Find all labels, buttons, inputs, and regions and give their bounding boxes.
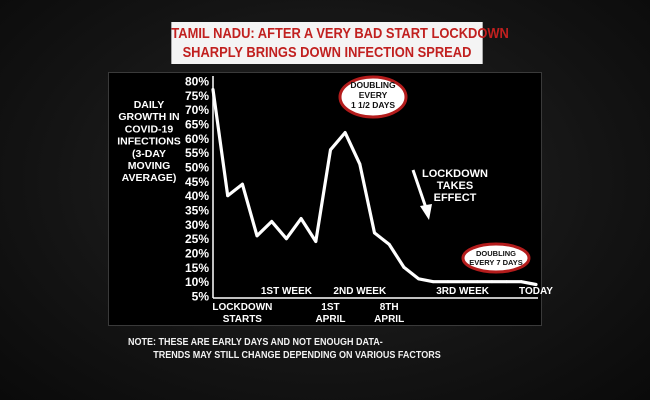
title-line-2: SHARPLY BRINGS DOWN INFECTION SPREAD xyxy=(182,44,472,61)
y-tick-label: 35% xyxy=(185,204,209,218)
lockdown-arrow-shaft xyxy=(411,169,428,209)
data-point xyxy=(402,265,406,269)
x-tick-label: 1ST WEEK xyxy=(261,286,313,297)
badge-text: DOUBLING xyxy=(476,249,516,258)
data-point xyxy=(519,280,523,284)
lockdown-note-text: LOCKDOWN xyxy=(422,168,488,180)
title-line-1: TAMIL NADU: AFTER A VERY BAD START LOCKD… xyxy=(171,25,509,42)
series-line xyxy=(211,87,538,287)
y-tick-label: 10% xyxy=(185,275,209,289)
data-point xyxy=(358,162,362,166)
x-tick-label: APRIL xyxy=(374,314,404,325)
data-point xyxy=(270,220,274,223)
y-tick-label: 40% xyxy=(185,189,209,203)
y-axis-label-line: AVERAGE) xyxy=(122,172,177,184)
data-point xyxy=(475,280,479,284)
data-point xyxy=(226,194,230,198)
footnote-line-1: NOTE: THESE ARE EARLY DAYS AND NOT ENOUG… xyxy=(128,337,383,348)
y-tick-label: 75% xyxy=(185,89,209,103)
lockdown-arrow-head xyxy=(420,204,432,220)
badge-text: EVERY 7 DAYS xyxy=(469,258,523,267)
y-tick-label: 60% xyxy=(185,132,209,146)
y-axis-label-line: (3-DAY xyxy=(132,148,166,160)
y-tick-labels: 80%75%70%65%60%55%50%45%40%35%30%25%20%1… xyxy=(185,75,209,304)
data-point xyxy=(240,182,244,186)
data-point xyxy=(255,234,259,238)
y-tick-label: 45% xyxy=(185,175,209,189)
y-axis-label-line: MOVING xyxy=(128,160,171,172)
data-point xyxy=(211,88,215,91)
y-tick-label: 25% xyxy=(185,232,209,246)
x-tick-label: 2ND WEEK xyxy=(333,286,387,297)
x-tick-label: 8TH xyxy=(380,302,399,313)
x-tick-label: STARTS xyxy=(223,314,263,325)
data-point xyxy=(431,280,435,284)
y-tick-label: 30% xyxy=(185,218,209,232)
badge-text: EVERY xyxy=(359,90,388,100)
data-point xyxy=(343,131,347,135)
y-tick-label: 70% xyxy=(185,103,209,117)
y-axis-label-line: COVID-19 xyxy=(125,123,174,135)
data-point xyxy=(446,280,450,284)
axes xyxy=(212,76,538,299)
lockdown-note-text: TAKES xyxy=(437,180,473,192)
chart-title: TAMIL NADU: AFTER A VERY BAD START LOCKD… xyxy=(171,22,509,64)
x-tick-label: APRIL xyxy=(315,314,345,325)
footnote: NOTE: THESE ARE EARLY DAYS AND NOT ENOUG… xyxy=(128,336,441,362)
y-axis-label-line: DAILY xyxy=(134,99,165,111)
badge-ring xyxy=(338,75,408,119)
y-tick-label: 5% xyxy=(192,290,210,304)
data-point xyxy=(285,237,288,241)
data-point xyxy=(534,283,538,286)
y-tick-label: 80% xyxy=(185,75,209,89)
y-tick-label: 50% xyxy=(185,161,209,175)
lockdown-note-text: EFFECT xyxy=(434,192,477,204)
x-tick-label: LOCKDOWN xyxy=(212,302,272,313)
data-point xyxy=(299,217,303,221)
data-point xyxy=(505,280,509,284)
y-tick-label: 55% xyxy=(185,146,209,160)
data-point xyxy=(314,240,318,243)
chart-panel xyxy=(108,72,542,326)
y-axis-label-line: GROWTH IN xyxy=(118,111,179,123)
data-point xyxy=(490,280,494,284)
data-point xyxy=(387,243,391,246)
footnote-line-2: TRENDS MAY STILL CHANGE DEPENDING ON VAR… xyxy=(153,350,441,361)
badge-text: 1 1/2 DAYS xyxy=(351,100,395,110)
badge-text: DOUBLING xyxy=(350,80,396,90)
x-tick-label: 1ST xyxy=(321,302,339,313)
data-point xyxy=(329,148,332,152)
x-tick-label: TODAY xyxy=(519,286,553,297)
data-point xyxy=(461,280,464,284)
y-tick-label: 65% xyxy=(185,118,209,132)
y-axis-label-line: INFECTIONS xyxy=(117,136,181,148)
x-tick-label: 3RD WEEK xyxy=(436,286,490,297)
data-point xyxy=(417,277,420,281)
data-point xyxy=(373,231,376,235)
badge-ring xyxy=(461,242,531,274)
y-tick-label: 15% xyxy=(185,261,209,275)
y-tick-label: 20% xyxy=(185,247,209,261)
